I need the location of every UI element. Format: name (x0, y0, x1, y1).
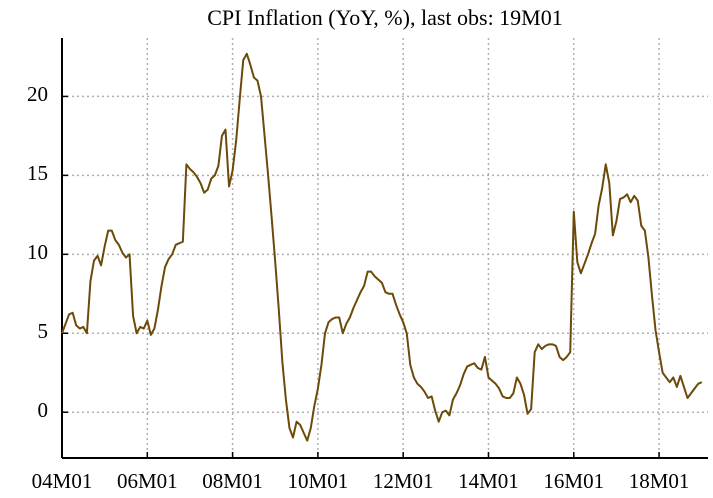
x-tick-label: 10M01 (288, 469, 349, 493)
data-line (61, 52, 703, 442)
chart-title: CPI Inflation (YoY, %), last obs: 19M01 (207, 5, 563, 30)
y-tick-label: 0 (38, 398, 49, 422)
y-tick-label: 15 (27, 161, 48, 185)
x-tick-label: 08M01 (202, 469, 263, 493)
x-tick-label: 06M01 (117, 469, 178, 493)
y-tick-label: 10 (27, 240, 48, 264)
x-tick-label: 12M01 (373, 469, 434, 493)
x-tick-label: 16M01 (543, 469, 604, 493)
x-tick-label: 14M01 (458, 469, 519, 493)
x-tick-label: 18M01 (629, 469, 690, 493)
x-tick-label: 04M01 (32, 469, 93, 493)
y-tick-label: 5 (38, 319, 49, 343)
y-tick-label: 20 (27, 82, 48, 106)
